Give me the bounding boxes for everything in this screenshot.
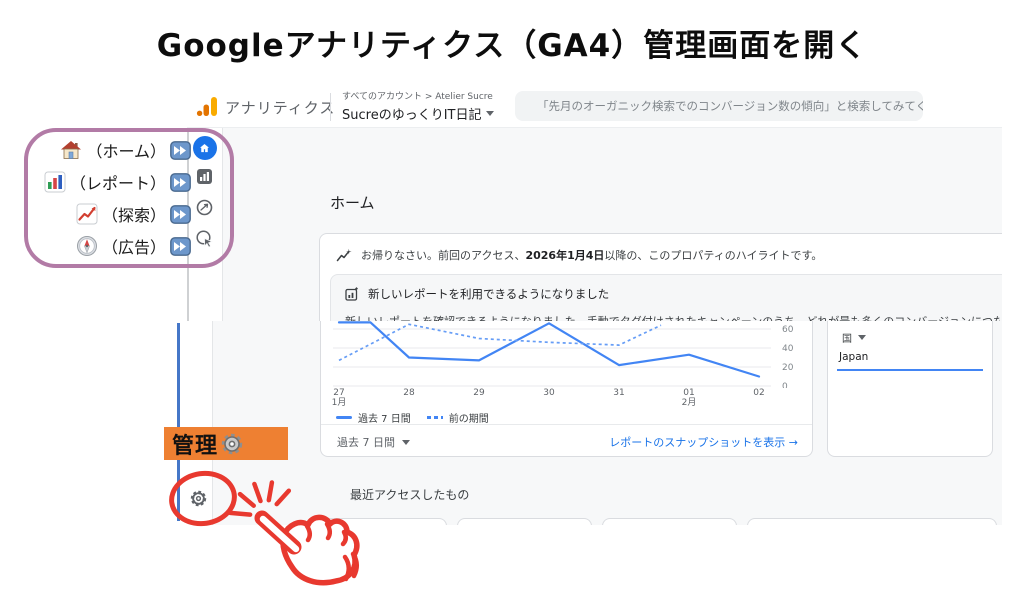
fast-forward-icon xyxy=(170,236,191,256)
ga-screenshot-top: アナリティクス すべてのアカウント > Atelier Sucre Sucreの… xyxy=(187,85,1002,321)
svg-text:0: 0 xyxy=(782,382,788,388)
x-axis-labels: 27 1月 28 29 30 31 01 2月 02 xyxy=(331,388,765,408)
new-report-icon xyxy=(345,287,358,301)
fast-forward-icon xyxy=(170,204,191,224)
search-input[interactable]: 「先月のオーガニック検索でのコンバージョン数の傾向」と検索してみてく... xyxy=(515,91,923,121)
chart-legend: 過去 7 日間 前の期間 xyxy=(336,410,489,425)
news-title: 新しいレポートを利用できるようになりました xyxy=(368,287,610,301)
product-name: アナリティクス xyxy=(225,99,336,117)
bar-chart-emoji-icon xyxy=(44,171,66,193)
report-snapshot-link[interactable]: レポートのスナップショットを表示 → xyxy=(609,436,798,449)
country-card: 国 Japan xyxy=(827,321,993,457)
caret-down-icon xyxy=(402,439,410,445)
house-icon xyxy=(61,141,82,159)
account-switcher[interactable]: すべてのアカウント > Atelier Sucre SucreのゆっくりIT日記 xyxy=(342,89,495,123)
date-range-selector[interactable]: 過去 7 日間 xyxy=(337,434,410,450)
click-burst-icon xyxy=(228,480,292,517)
home-content-bottom: 0 20 40 60 27 1月 28 29 30 31 01 2月 02 過去 7 日間 前の期間 … xyxy=(213,321,1002,525)
recent-card[interactable] xyxy=(602,518,737,525)
trend-chart-card: 0 20 40 60 27 1月 28 29 30 31 01 2月 02 過去 7 日間 前の期間 … xyxy=(320,321,813,457)
legend-solid-swatch xyxy=(336,416,352,419)
legend-dashed-swatch xyxy=(426,416,443,419)
recent-section-title: 最近アクセスしたもの xyxy=(350,488,470,502)
recent-card[interactable] xyxy=(747,518,997,525)
page-title-banner: Googleアナリティクス（GA4）管理画面を開く xyxy=(156,28,868,64)
nav-explore-button[interactable] xyxy=(187,199,222,216)
reports-icon xyxy=(197,169,212,184)
legend-label-previous: 前の期間 xyxy=(448,414,489,425)
header-divider xyxy=(330,93,331,121)
compass-icon xyxy=(76,236,97,256)
news-card[interactable]: 新しいレポートを利用できるようになりました 新しいレポートを確認できるようになり… xyxy=(330,274,1002,321)
svg-text:40: 40 xyxy=(782,344,794,354)
sidebar-guide-box: （ホーム） （レポート） xyxy=(24,128,234,268)
card-divider xyxy=(321,424,812,425)
svg-text:20: 20 xyxy=(782,363,794,373)
guide-row-home: （ホーム） xyxy=(28,134,230,166)
dimension-selector[interactable]: 国 xyxy=(842,330,866,345)
news-body: 新しいレポートを確認できるようになりました。手動でタグ付けされたキャンペーンのう… xyxy=(345,314,1000,321)
blue-guide-line xyxy=(177,323,180,521)
recent-card[interactable] xyxy=(457,518,592,525)
welcome-message: お帰りなさい。前回のアクセス、2026年1月4日以降の、このプロパティのハイライ… xyxy=(361,249,823,262)
search-placeholder: 「先月のオーガニック検索でのコンバージョン数の傾向」と検索してみてく... xyxy=(537,99,923,113)
admin-callout-label: 管理 xyxy=(164,427,288,460)
guide-row-reports: （レポート） xyxy=(28,166,230,198)
explore-icon xyxy=(196,199,213,216)
country-row[interactable]: Japan xyxy=(837,349,983,371)
legend-label-current: 過去 7 日間 xyxy=(358,414,411,425)
fast-forward-icon xyxy=(170,172,191,192)
left-nav-bottom xyxy=(180,321,213,525)
pointer-hand-icon xyxy=(254,510,360,586)
home-page-title: ホーム xyxy=(330,194,375,212)
guide-row-ads: （広告） xyxy=(28,230,230,262)
admin-gear-button[interactable] xyxy=(189,489,208,508)
caret-down-icon xyxy=(486,111,495,116)
highlights-card: お帰りなさい。前回のアクセス、2026年1月4日以降の、このプロパティのハイライ… xyxy=(319,233,1002,321)
svg-text:60: 60 xyxy=(782,325,794,335)
gear-icon xyxy=(221,433,243,454)
fast-forward-icon xyxy=(170,140,191,160)
caret-down-icon xyxy=(858,335,866,340)
chart-increasing-icon xyxy=(76,203,98,225)
screenshot-crop-edge xyxy=(187,128,189,321)
insights-icon xyxy=(336,248,352,261)
ga-home-body: ホーム お帰りなさい。前回のアクセス、2026年1月4日以降の、このプロパティの… xyxy=(187,128,1002,321)
analytics-logo-icon xyxy=(196,97,217,116)
ga-header: アナリティクス すべてのアカウント > Atelier Sucre Sucreの… xyxy=(187,85,1002,128)
trend-chart-svg: 0 20 40 60 xyxy=(333,321,794,388)
ga-screenshot-bottom: 0 20 40 60 27 1月 28 29 30 31 01 2月 02 過去 7 日間 前の期間 … xyxy=(177,321,1002,525)
account-breadcrumb: すべてのアカウント > Atelier Sucre xyxy=(342,92,493,102)
guide-row-explore: （探索） xyxy=(28,198,230,230)
nav-reports-button[interactable] xyxy=(187,169,222,184)
property-name: SucreのゆっくりIT日記 xyxy=(342,108,482,123)
